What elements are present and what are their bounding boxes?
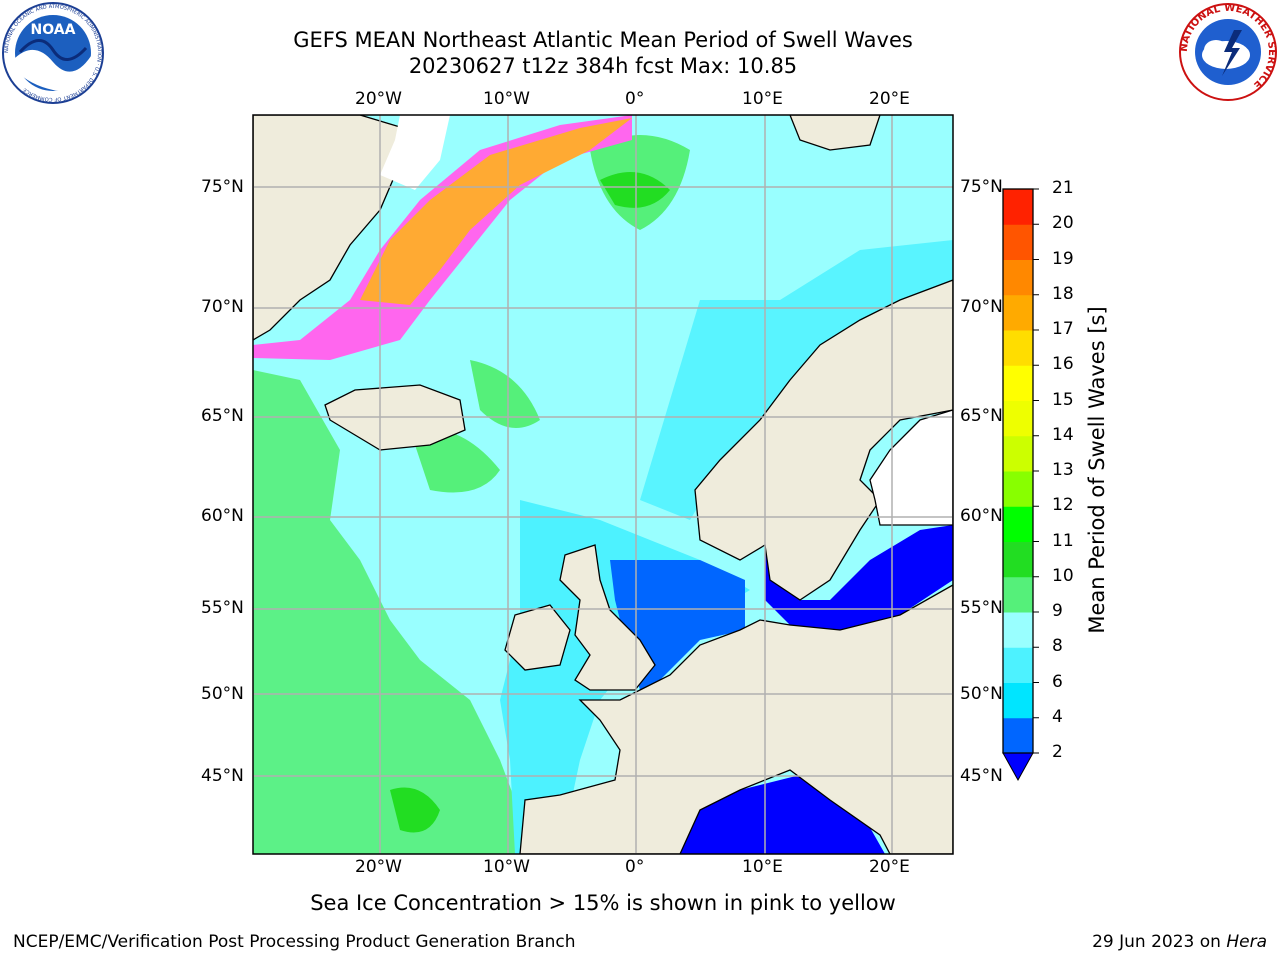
- colorbar-segment: [1003, 400, 1033, 437]
- footer-date: 29 Jun 2023 on Hera: [1092, 932, 1267, 952]
- lon-label-bottom: 10°W: [483, 857, 530, 877]
- footer-host: Hera: [1226, 932, 1267, 952]
- noaa-logo-text: NOAA: [31, 22, 76, 38]
- colorbar-segment: [1003, 365, 1033, 401]
- colorbar-tick-label: 14: [1052, 424, 1074, 445]
- lon-label-top: 10°E: [742, 89, 783, 109]
- colorbar-tick-label: 6: [1052, 671, 1063, 692]
- lat-label-left: 60°N: [201, 506, 244, 526]
- lat-label-right: 55°N: [960, 598, 1003, 618]
- colorbar-tick-label: 20: [1052, 213, 1074, 234]
- colorbar-tick-label: 8: [1052, 636, 1063, 657]
- colorbar-tick-label: 11: [1052, 530, 1074, 551]
- map-title: GEFS MEAN Northeast Atlantic Mean Period…: [293, 28, 913, 52]
- lat-label-right: 75°N: [960, 177, 1003, 197]
- colorbar-segment: [1003, 259, 1033, 296]
- footer-date-text: 29 Jun 2023 on: [1092, 932, 1227, 952]
- colorbar-segment: [1003, 435, 1033, 472]
- colorbar-tick-label: 12: [1052, 495, 1074, 516]
- land-masses: [253, 115, 953, 854]
- land-continental-europe: [519, 584, 953, 854]
- swell-region-10-11-north: [600, 172, 670, 208]
- lat-label-left: 45°N: [201, 766, 244, 786]
- colorbar-tick-label: 18: [1052, 283, 1074, 304]
- map-subtitle: 20230627 t12z 384h fcst Max: 10.85: [408, 54, 798, 78]
- sea-ice-core: [360, 118, 632, 305]
- lat-label-left: 65°N: [201, 406, 244, 426]
- colorbar-segment: [1003, 576, 1033, 613]
- land-ireland: [504, 604, 571, 671]
- colorbar-tick-label: 10: [1052, 565, 1074, 586]
- lat-label-left: 50°N: [201, 684, 244, 704]
- lon-label-top: 20°E: [869, 89, 910, 109]
- land-great-britain: [559, 544, 656, 691]
- lat-label-right: 60°N: [960, 506, 1003, 526]
- lat-label-left: 70°N: [201, 297, 244, 317]
- ice-mask-greenland: [380, 115, 450, 190]
- colorbar-tick-label: 9: [1052, 601, 1063, 621]
- colorbar-tick-label: 17: [1052, 319, 1074, 339]
- colorbar-segment: [1003, 541, 1033, 578]
- swell-region-9-10-west: [253, 370, 520, 854]
- noaa-logo: NOAA NATIONAL OCEANIC AND ATMOSPHERIC AD…: [2, 2, 104, 104]
- swell-region-10-11: [390, 787, 440, 833]
- lon-label-bottom: 10°E: [742, 857, 783, 877]
- lat-label-right: 45°N: [960, 766, 1003, 786]
- footer-credit: NCEP/EMC/Verification Post Processing Pr…: [13, 932, 576, 952]
- colorbar-segment: [1003, 294, 1033, 331]
- colorbar-segment: [1003, 717, 1033, 754]
- ice-mask-gulf-of-bothnia: [869, 409, 953, 526]
- baltic-sea-under: [765, 525, 953, 630]
- colorbar-tick-label: 19: [1052, 248, 1074, 269]
- lat-label-right: 65°N: [960, 406, 1003, 426]
- colorbar-segment: [1003, 330, 1033, 366]
- map-frame: [252, 114, 954, 855]
- colorbar-tick-label: 13: [1052, 460, 1074, 480]
- colorbar-under-arrow: [1002, 752, 1034, 782]
- lat-label-right: 70°N: [960, 297, 1003, 317]
- colorbar-segments: [1003, 189, 1033, 754]
- graticule: [253, 115, 953, 854]
- colorbar-segment: [1003, 471, 1033, 507]
- lon-label-bottom: 20°E: [869, 857, 910, 877]
- land-svalbard: [789, 115, 881, 151]
- colorbar-tick-label: 15: [1052, 389, 1074, 410]
- colorbar-segment: [1003, 612, 1033, 648]
- sea-ice-note: Sea Ice Concentration > 15% is shown in …: [310, 891, 896, 915]
- colorbar-segment: [1003, 189, 1033, 225]
- colorbar-tick-label: 16: [1052, 354, 1074, 375]
- lon-label-bottom: 0°: [625, 857, 645, 877]
- nws-logo: NATIONAL WEATHER SERVICE: [1179, 3, 1277, 101]
- lon-label-top: 0°: [625, 89, 645, 109]
- colorbar-segment: [1003, 506, 1033, 542]
- colorbar-tick-label: 4: [1052, 706, 1063, 727]
- colorbar-tick-label: 21: [1052, 178, 1074, 198]
- colorbar-segment: [1003, 224, 1033, 260]
- lon-label-bottom: 20°W: [355, 857, 402, 877]
- lat-label-right: 50°N: [960, 684, 1003, 704]
- lon-label-top: 10°W: [483, 89, 530, 109]
- land-greenland: [253, 115, 411, 341]
- colorbar-label: Mean Period of Swell Waves [s]: [1085, 306, 1109, 634]
- colorbar-segment: [1003, 647, 1033, 683]
- lat-label-left: 75°N: [201, 177, 244, 197]
- lat-label-left: 55°N: [201, 598, 244, 618]
- colorbar-ticks: [1033, 188, 1039, 754]
- swell-region-9-10-norwegian: [470, 360, 540, 428]
- colorbar-tick-label: 2: [1052, 742, 1063, 762]
- lon-label-top: 20°W: [355, 89, 402, 109]
- colorbar-segment: [1003, 682, 1033, 719]
